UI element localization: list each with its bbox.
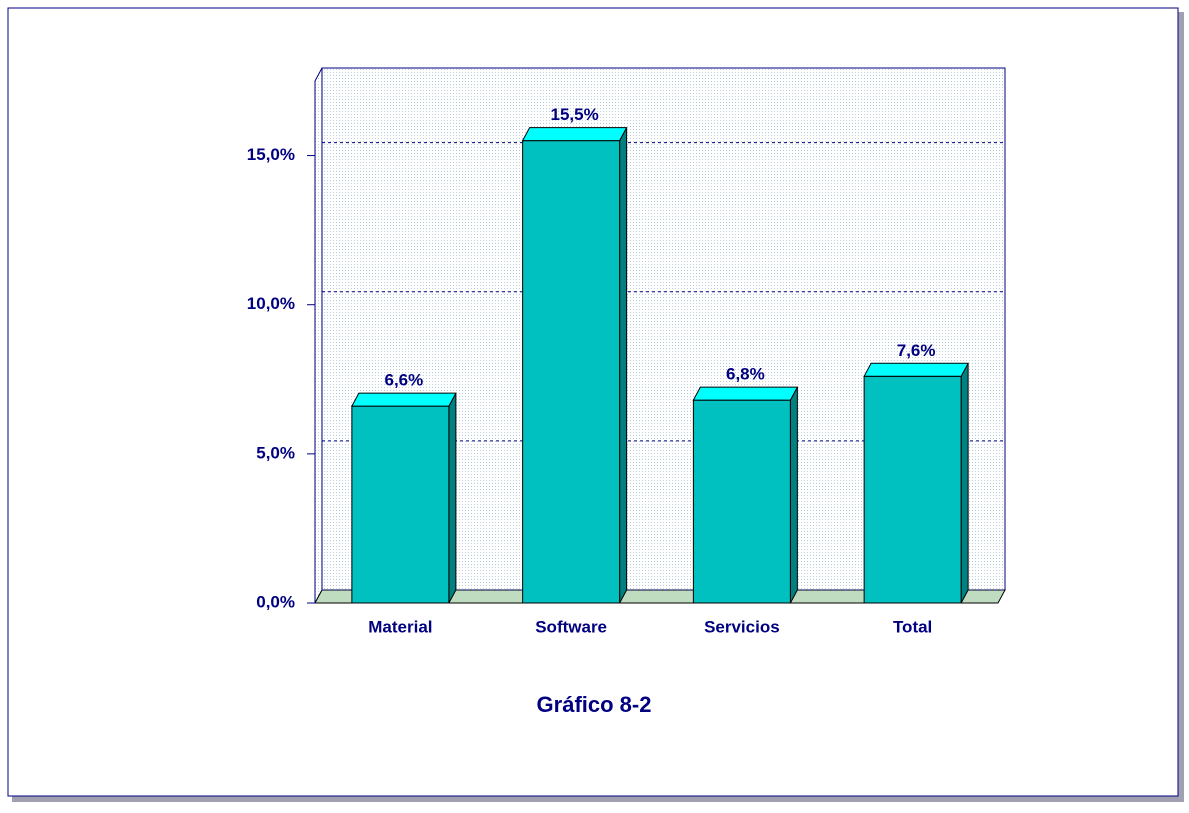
- bar: [351, 405, 450, 604]
- bar-side: [619, 127, 628, 604]
- bar-top: [863, 362, 969, 377]
- x-tick-label: Software: [535, 617, 607, 636]
- bar-side: [960, 363, 969, 604]
- bar-side: [448, 392, 457, 604]
- value-label: 7,6%: [897, 341, 936, 360]
- x-tick-label: Material: [368, 617, 432, 636]
- value-label: 6,6%: [385, 371, 424, 390]
- value-label: 6,8%: [726, 365, 765, 384]
- bar-side: [789, 386, 798, 604]
- x-tick-label: Total: [893, 617, 932, 636]
- bar: [863, 375, 962, 604]
- y-tick-label: 15,0%: [247, 145, 295, 164]
- y-tick-label: 0,0%: [256, 592, 295, 611]
- bar-top: [521, 127, 628, 142]
- chart-title: Gráfico 8-2: [537, 692, 652, 717]
- bar: [522, 140, 621, 604]
- side-wall: [314, 67, 323, 604]
- value-label: 15,5%: [551, 105, 599, 124]
- bar-top: [351, 392, 457, 407]
- x-tick-label: Servicios: [704, 617, 780, 636]
- bar-top: [692, 386, 799, 401]
- bar: [692, 399, 791, 604]
- y-tick-label: 10,0%: [247, 294, 295, 313]
- y-tick-label: 5,0%: [256, 443, 295, 462]
